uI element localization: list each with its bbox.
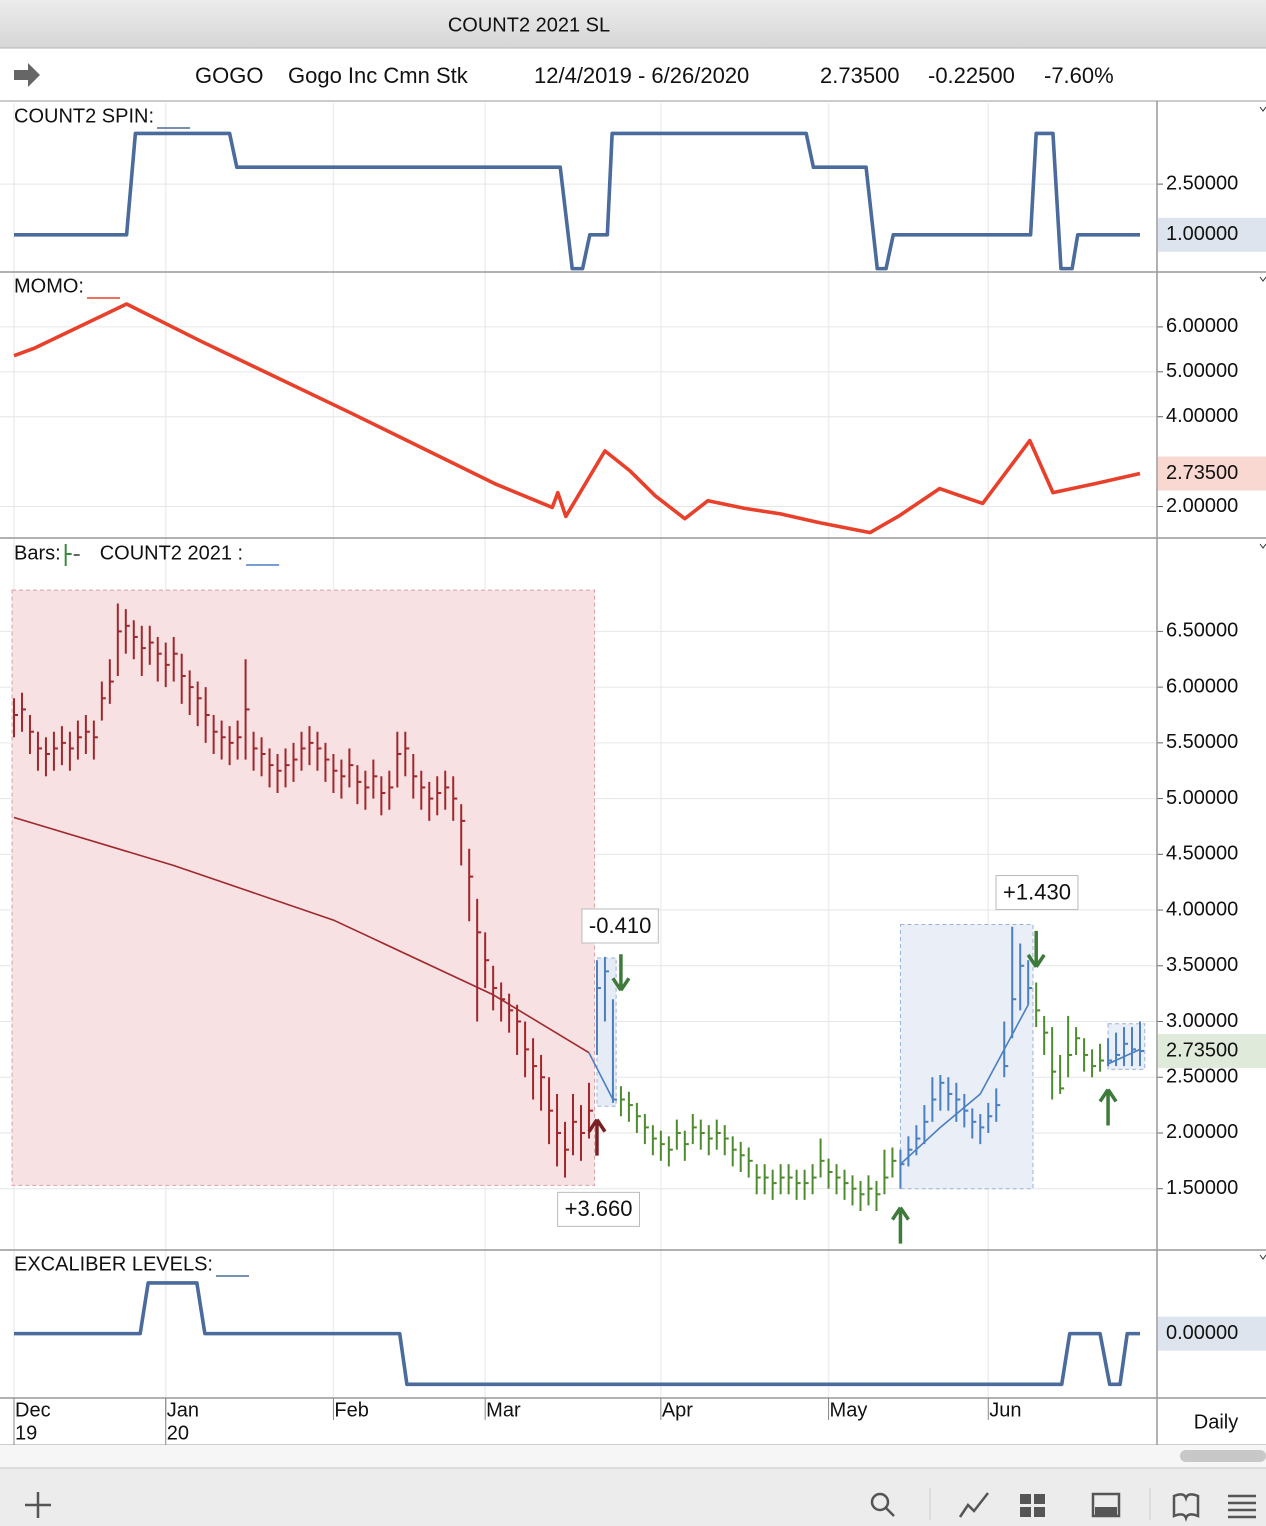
book-button[interactable] bbox=[1172, 1493, 1200, 1522]
symbol: GOGO bbox=[195, 63, 263, 88]
signal-arrow bbox=[1098, 1088, 1118, 1126]
signal-arrow bbox=[1026, 930, 1046, 968]
series-line bbox=[14, 131, 1140, 271]
panel-title: COUNT2 SPIN: bbox=[14, 105, 154, 127]
price-change: -0.22500 bbox=[928, 63, 1015, 88]
x-tick-label: Apr bbox=[662, 1399, 693, 1421]
last-value-label: 2.73500 bbox=[1166, 1039, 1238, 1061]
period-label: Daily bbox=[1194, 1411, 1238, 1433]
y-tick-label: 4.00000 bbox=[1166, 898, 1238, 920]
panel-menu bbox=[1259, 106, 1266, 112]
zoom-button[interactable] bbox=[870, 1492, 890, 1512]
x-tick-label: Jan bbox=[167, 1399, 199, 1421]
last-value-label: 0.00000 bbox=[1166, 1322, 1238, 1344]
window-title: COUNT2 2021 SL bbox=[448, 14, 610, 36]
y-tick-label: 4.50000 bbox=[1166, 843, 1238, 865]
last-value-label: 1.00000 bbox=[1166, 223, 1238, 245]
box-label: +3.660 bbox=[565, 1196, 633, 1221]
date-range: 12/4/2019 - 6/26/2020 bbox=[534, 63, 749, 88]
signal-box bbox=[11, 589, 596, 1186]
panel-1 bbox=[13, 302, 1141, 535]
label-box bbox=[581, 908, 659, 944]
signal-arrow bbox=[611, 954, 631, 992]
label-box bbox=[995, 875, 1079, 911]
y-tick-label: 2.00000 bbox=[1166, 495, 1238, 517]
y-tick-label: 6.50000 bbox=[1166, 620, 1238, 642]
y-tick-label: 6.00000 bbox=[1166, 675, 1238, 697]
panel-title: EXCALIBER LEVELS: bbox=[14, 1253, 213, 1275]
add-button[interactable] bbox=[25, 1492, 51, 1518]
plot-area: 2.50000 1.00000 COUNT2 SPIN: 2.00000 4.00000… bbox=[0, 101, 1266, 1446]
year-label: 19 bbox=[15, 1422, 37, 1444]
series-line bbox=[14, 1281, 1140, 1387]
scroll-thumb[interactable] bbox=[1180, 1450, 1266, 1462]
box-label: -0.410 bbox=[589, 913, 651, 938]
panel-button[interactable] bbox=[1091, 1492, 1121, 1518]
series-line bbox=[13, 302, 1141, 535]
panel-menu bbox=[1259, 543, 1266, 549]
chart-style-button[interactable] bbox=[958, 1492, 989, 1518]
panel-title: MOMO: bbox=[14, 275, 84, 297]
y-tick-label: 2.50000 bbox=[1166, 1066, 1238, 1088]
last-value-label: 2.73500 bbox=[1166, 462, 1238, 484]
y-tick-label: 5.00000 bbox=[1166, 787, 1238, 809]
last-value-tag bbox=[1158, 217, 1266, 252]
panel-0 bbox=[14, 131, 1140, 271]
percent-change: -7.60% bbox=[1044, 63, 1114, 88]
panel-title: COUNT2 2021 : bbox=[100, 542, 243, 564]
signal-arrow bbox=[890, 1206, 910, 1244]
layout-button[interactable] bbox=[1020, 1494, 1045, 1517]
label-box bbox=[557, 1191, 641, 1227]
y-tick-label: 2.50000 bbox=[1166, 172, 1238, 194]
x-tick-label: Mar bbox=[486, 1399, 521, 1421]
last-price: 2.73500 bbox=[820, 63, 900, 88]
y-tick-label: 3.50000 bbox=[1166, 954, 1238, 976]
x-tick-label: Feb bbox=[334, 1399, 368, 1421]
menu-button[interactable] bbox=[1228, 1494, 1256, 1519]
y-tick-label: 5.00000 bbox=[1166, 360, 1238, 382]
series-line bbox=[588, 1004, 1141, 1165]
signal-arrow bbox=[587, 1118, 607, 1156]
security-name: Gogo Inc Cmn Stk bbox=[288, 63, 469, 88]
scrollbar[interactable] bbox=[0, 1445, 1266, 1468]
year-label: 20 bbox=[167, 1422, 189, 1444]
title-bar bbox=[0, 0, 1266, 48]
panel-title: Bars: bbox=[14, 542, 61, 564]
collapse-arrow[interactable] bbox=[14, 63, 40, 87]
header-bar bbox=[0, 49, 1266, 101]
toolbar bbox=[0, 1468, 1266, 1526]
y-tick-label: 4.00000 bbox=[1166, 405, 1238, 427]
last-value-tag bbox=[1158, 456, 1266, 491]
panel-menu bbox=[1259, 276, 1266, 282]
y-tick-label: 5.50000 bbox=[1166, 731, 1238, 753]
series-line bbox=[13, 816, 590, 1054]
y-tick-label: 6.00000 bbox=[1166, 315, 1238, 337]
y-tick-label: 1.50000 bbox=[1166, 1177, 1238, 1199]
panel-2 bbox=[11, 589, 1146, 1211]
y-tick-label: 2.00000 bbox=[1166, 1121, 1238, 1143]
x-tick-label: Jun bbox=[989, 1399, 1021, 1421]
x-tick-label: Dec bbox=[15, 1399, 51, 1421]
legend-sample bbox=[64, 544, 72, 566]
y-tick-label: 3.00000 bbox=[1166, 1010, 1238, 1032]
last-value-tag bbox=[1158, 1034, 1266, 1069]
panel-3 bbox=[14, 1281, 1140, 1387]
x-tick-label: May bbox=[830, 1399, 868, 1421]
last-value-tag bbox=[1158, 1316, 1266, 1351]
box-label: +1.430 bbox=[1003, 879, 1071, 904]
panel-menu bbox=[1259, 1254, 1266, 1260]
